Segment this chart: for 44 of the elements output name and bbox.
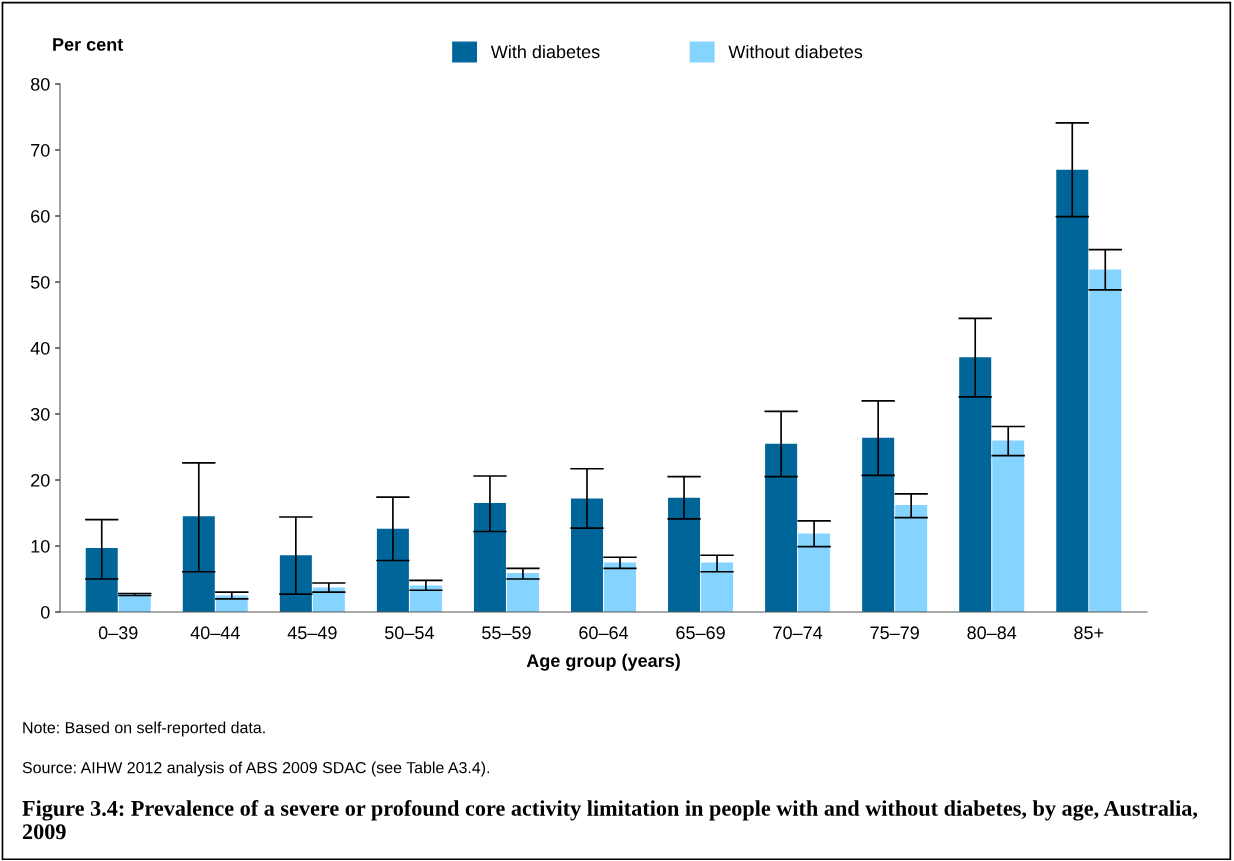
y-tick-label: 40	[30, 341, 50, 355]
y-tick-label: 20	[31, 473, 50, 487]
bar	[992, 440, 1025, 612]
y-tick-label: 80	[30, 77, 50, 91]
bar	[668, 497, 701, 612]
bar	[1056, 169, 1089, 612]
bar	[798, 533, 831, 612]
source-note: Source: AIHW 2012 analysis of ABS 2009 SDAC (see Table A3.4).	[22, 761, 490, 777]
bar	[765, 443, 798, 612]
y-tick-label: 60	[31, 209, 50, 223]
x-axis-title: Age group (years)	[526, 653, 680, 671]
bar	[85, 547, 118, 612]
text: Note: Based on self-reported data.	[23, 721, 265, 737]
x-tick-label: 75–79	[870, 626, 919, 640]
x-tick-label: 65–69	[676, 626, 725, 640]
x-tick-label: 85+	[1074, 626, 1104, 640]
x-tick-label: 60–64	[579, 626, 629, 640]
x-tick-label: 45–49	[287, 626, 337, 640]
y-axis-title: Per cent	[53, 38, 124, 51]
bar	[473, 503, 506, 612]
x-tick-label: 70–74	[773, 626, 823, 640]
legend-label: Without diabetes	[728, 44, 863, 59]
bar	[701, 562, 734, 612]
text: Figure 3.4: Prevalence of a severe or profound core activity limitation in people with and without diabetes, by age, Australia, 2009	[22, 800, 1198, 840]
bar	[376, 528, 409, 612]
bar	[506, 573, 539, 612]
bar	[182, 516, 215, 612]
y-tick-label: 50	[30, 275, 50, 289]
y-tick-label: 10	[31, 539, 50, 553]
x-tick-label: 55–59	[482, 626, 531, 640]
legend-label: With diabetes	[490, 44, 600, 59]
bar	[895, 505, 928, 612]
x-tick-label: 50–54	[385, 626, 434, 640]
bar	[1089, 269, 1122, 612]
x-tick-label: 80–84	[967, 626, 1017, 640]
y-tick-label: 30	[30, 407, 50, 421]
y-tick-label: 0	[40, 605, 50, 619]
bar	[603, 562, 636, 612]
bar	[571, 498, 604, 612]
bar	[959, 357, 992, 612]
x-tick-label: 0–39	[98, 626, 138, 640]
x-tick-label: 40–44	[190, 626, 240, 640]
y-tick-label: 70	[31, 143, 50, 157]
bar	[862, 437, 895, 612]
